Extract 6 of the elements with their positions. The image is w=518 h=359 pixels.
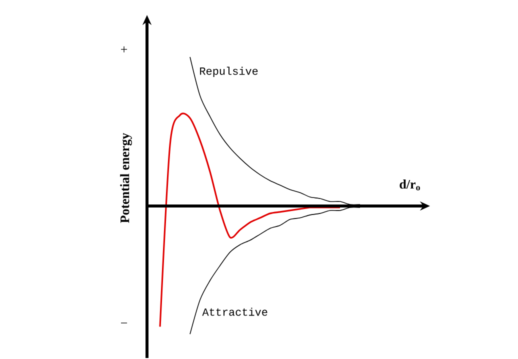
text: − bbox=[120, 322, 128, 324]
x-axis-title: d/r$_{o}$ bbox=[400, 179, 420, 190]
series-label: Repulsive bbox=[200, 66, 258, 77]
series-label: Attractive bbox=[202, 308, 268, 316]
y-axis-title: Potential energy bbox=[120, 132, 132, 223]
text: + bbox=[120, 46, 128, 52]
